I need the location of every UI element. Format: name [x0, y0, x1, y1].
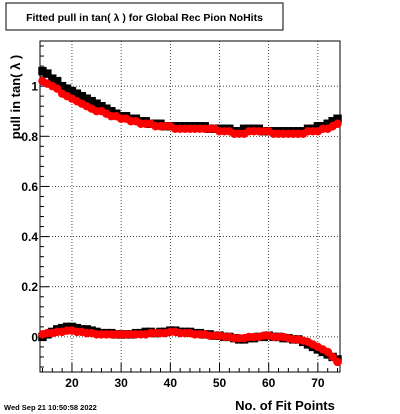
title-box	[5, 2, 284, 31]
timestamp-label: Wed Sep 21 10:50:58 2022	[4, 403, 97, 412]
x-tick-label: 40	[164, 376, 178, 390]
x-tick-label: 60	[262, 376, 276, 390]
data-point	[67, 86, 77, 96]
data-point	[333, 114, 342, 123]
y-tick-label: 0	[31, 330, 38, 344]
data-point	[62, 84, 72, 93]
data-point	[107, 107, 116, 116]
data-point	[72, 89, 82, 98]
data-point	[313, 122, 323, 131]
data-point	[333, 119, 342, 128]
data-point	[48, 74, 57, 83]
data-point	[57, 81, 67, 91]
y-tick-label: 0.8	[21, 130, 38, 144]
grid-layer	[40, 41, 340, 372]
plot-frame	[39, 40, 341, 373]
data-point	[333, 357, 342, 367]
data-point	[239, 124, 249, 133]
y-axis-title: pull in tan( λ )	[8, 55, 23, 140]
data-point	[43, 69, 52, 78]
x-tick-label: 70	[311, 376, 325, 390]
tick-label-layer: 20 30 40 50 60 70 0 0.2 0.4 0.6 0.8 1	[21, 80, 325, 390]
data-point	[87, 96, 96, 106]
data-point	[38, 66, 47, 76]
data-point	[328, 117, 337, 126]
x-tick-label: 30	[114, 376, 128, 390]
data-point	[53, 76, 62, 86]
data-point	[323, 119, 332, 128]
y-tick-label: 1	[31, 80, 38, 94]
data-point	[102, 104, 111, 113]
y-tick-label: 0.2	[21, 280, 38, 294]
series-layer	[38, 66, 342, 367]
x-tick-label: 50	[213, 376, 227, 390]
data-point	[92, 99, 101, 108]
x-tick-label: 20	[65, 376, 79, 390]
chart-title: Fitted pull in tan( λ ) for Global Rec P…	[26, 12, 263, 24]
data-point	[82, 94, 91, 103]
data-point	[97, 101, 106, 111]
series-3	[38, 326, 342, 367]
data-point	[77, 91, 87, 101]
y-tick-label: 0.4	[21, 230, 38, 244]
y-tick-label: 0.6	[21, 180, 38, 194]
series-1	[38, 76, 342, 138]
x-axis-title: No. of Fit Points	[235, 398, 335, 413]
